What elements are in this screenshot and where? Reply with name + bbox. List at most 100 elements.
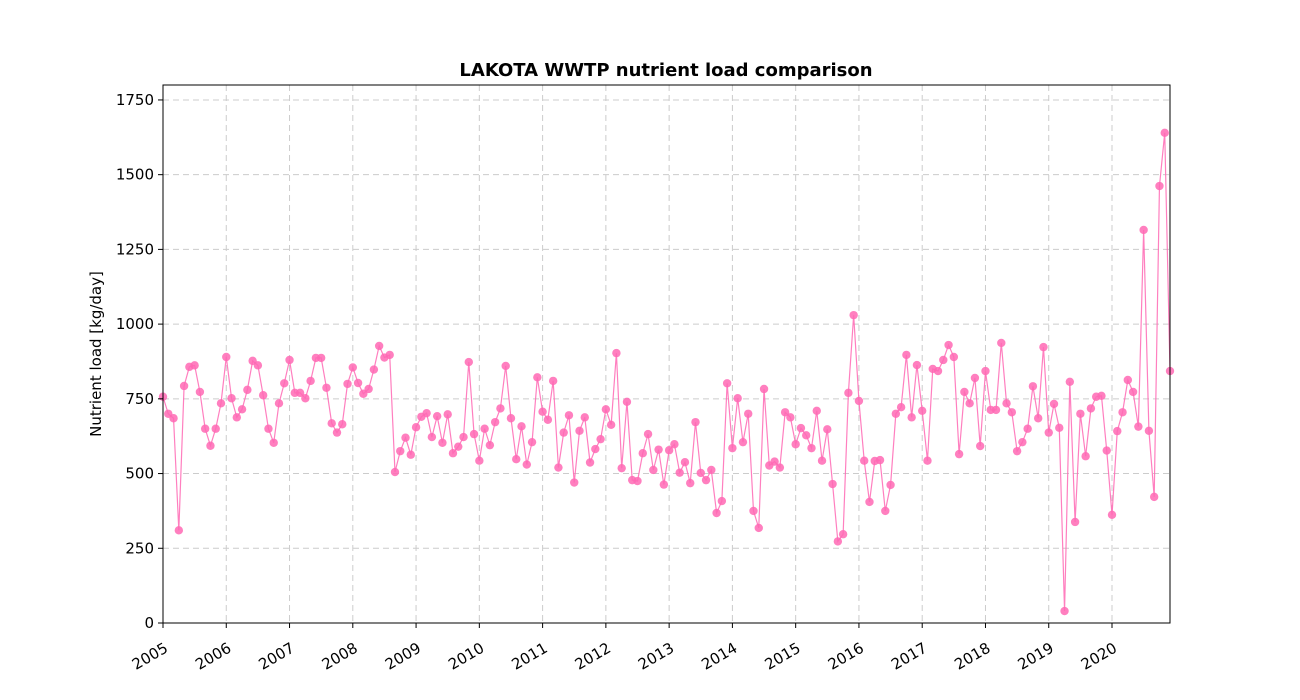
data-point <box>338 420 347 429</box>
data-point <box>538 407 547 416</box>
x-tick-label: 2006 <box>192 639 234 674</box>
data-point <box>522 460 531 469</box>
data-point <box>791 440 800 449</box>
data-point <box>939 355 948 365</box>
x-tick-label: 2019 <box>1015 639 1057 674</box>
chart-title: LAKOTA WWTP nutrient load comparison <box>459 60 872 81</box>
y-tick-label: 1500 <box>116 166 154 184</box>
y-tick-label: 750 <box>125 390 154 408</box>
series-layer <box>158 128 1175 616</box>
data-point <box>717 496 727 506</box>
data-point <box>997 338 1006 348</box>
data-point <box>174 526 184 535</box>
data-point <box>881 506 890 516</box>
data-point <box>216 399 226 408</box>
x-tick-label: 2020 <box>1078 639 1120 674</box>
x-tick-label: 2017 <box>888 639 930 674</box>
y-axis-label: Nutrient load [kg/day] <box>87 271 105 437</box>
data-point <box>327 419 336 428</box>
data-point <box>443 410 452 419</box>
data-point <box>780 408 790 417</box>
x-tick-label: 2016 <box>825 639 867 674</box>
data-point <box>722 379 732 388</box>
data-point <box>211 424 220 433</box>
data-point <box>364 384 373 394</box>
data-point <box>738 437 748 447</box>
data-point <box>965 399 974 408</box>
data-point <box>949 352 959 362</box>
data-point <box>923 456 932 465</box>
data-point <box>295 388 305 398</box>
data-point <box>1149 492 1159 502</box>
data-point <box>1055 423 1064 433</box>
data-point <box>179 381 189 391</box>
data-point <box>253 361 263 370</box>
data-point <box>854 396 864 406</box>
data-point <box>617 463 626 473</box>
data-point <box>332 428 342 437</box>
data-point <box>654 445 663 454</box>
data-point <box>390 467 400 477</box>
data-point <box>1123 375 1133 385</box>
data-point <box>991 405 1001 415</box>
data-point <box>596 434 605 444</box>
data-point <box>664 446 674 455</box>
y-tick-label: 1750 <box>116 91 154 109</box>
data-point <box>622 397 632 407</box>
data-point <box>907 413 916 422</box>
data-point <box>844 388 853 398</box>
data-point <box>696 468 705 478</box>
data-point <box>670 440 679 449</box>
data-point <box>976 441 985 451</box>
data-point <box>464 357 473 367</box>
series-line <box>162 132 1171 612</box>
data-point <box>316 353 326 363</box>
data-point <box>691 417 700 427</box>
data-point <box>385 350 394 360</box>
data-point <box>258 391 268 400</box>
data-point <box>195 387 205 397</box>
data-point <box>823 425 832 434</box>
data-point <box>680 458 690 467</box>
data-point <box>833 537 843 546</box>
data-point <box>812 406 821 415</box>
data-point <box>1028 382 1038 391</box>
data-point <box>612 348 621 358</box>
data-point <box>1060 606 1069 616</box>
x-tick-label: 2011 <box>509 639 551 674</box>
data-point <box>633 476 642 486</box>
data-point <box>506 414 516 423</box>
data-point <box>728 443 737 453</box>
data-point <box>849 310 858 320</box>
data-point <box>649 465 658 475</box>
data-point <box>686 478 695 488</box>
data-point <box>1049 399 1059 409</box>
data-point <box>480 424 489 433</box>
data-point <box>227 394 236 403</box>
data-point <box>970 373 980 383</box>
data-point <box>570 478 579 487</box>
data-point <box>638 449 647 458</box>
data-point <box>733 394 742 403</box>
data-point <box>1086 404 1096 413</box>
data-point <box>591 444 600 454</box>
data-point <box>944 340 953 350</box>
data-point <box>427 432 437 442</box>
data-point <box>374 341 384 351</box>
data-point <box>918 406 927 415</box>
data-point <box>838 530 848 539</box>
data-point <box>1144 426 1154 436</box>
y-tick-label: 1000 <box>116 315 154 333</box>
data-point <box>585 458 595 467</box>
plot-frame <box>162 84 1171 624</box>
data-point <box>775 463 785 472</box>
data-point <box>796 423 806 433</box>
data-point <box>475 456 484 465</box>
data-point <box>981 366 990 376</box>
data-point <box>222 352 231 362</box>
data-point <box>285 355 294 365</box>
data-point <box>1102 446 1111 455</box>
y-tick-label: 0 <box>144 614 154 632</box>
data-point <box>1134 422 1143 431</box>
data-point <box>1002 399 1011 408</box>
